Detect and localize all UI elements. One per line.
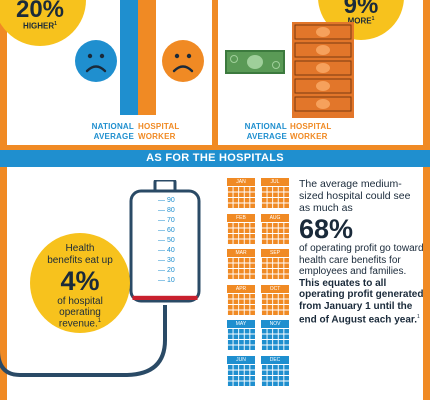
profit-middle: of operating profit go toward health car…: [299, 243, 424, 326]
money-bill-single-icon: [225, 50, 285, 74]
calendar-month-jun: JUN: [227, 355, 255, 386]
iv-tick: — 50: [158, 237, 175, 244]
iv-tick: — 70: [158, 217, 175, 224]
section-banner-title: AS FOR THE HOSPITALS: [146, 152, 284, 164]
calendar-month-feb: FEB: [227, 213, 255, 244]
health-value: 4%: [60, 266, 100, 296]
health-line3: of hospital: [57, 296, 103, 307]
iv-tick: — 80: [158, 207, 175, 214]
iv-tick: — 90: [158, 197, 175, 204]
more-value: 9%: [343, 0, 379, 19]
iv-bag: — 90 — 80 — 70 — 60 — 50 — 40 — 30 — 20 …: [128, 180, 202, 304]
calendar-day-grid: [261, 186, 289, 208]
calendar-month-label: SEP: [269, 250, 280, 256]
calendar-day-grid: [261, 292, 289, 315]
iv-tube-icon: [0, 260, 167, 377]
calendar-day-grid: [227, 257, 255, 279]
health-line1: Health: [65, 243, 95, 254]
calendar-month-sep: SEP: [261, 249, 289, 279]
health-benefits-circle: Health benefits eat up 4% of hospital op…: [30, 233, 130, 333]
calendar-day-grid: [227, 363, 255, 386]
top-right-label-b: HOSPITAL WORKER: [290, 122, 332, 141]
top-right-label-a: NATIONAL AVERAGE: [244, 122, 287, 141]
health-line5: revenue.1: [58, 318, 102, 330]
calendar-month-mar: MAR: [227, 249, 255, 279]
iv-tick-list: — 90 — 80 — 70 — 60 — 50 — 40 — 30 — 20 …: [158, 196, 198, 286]
iv-tick: — 60: [158, 227, 175, 234]
calendar-month-jul: JUL: [261, 178, 289, 208]
calendar-month-label: JUL: [270, 179, 280, 185]
calendar-day-grid: [261, 221, 289, 244]
more-caption: MORE1: [347, 16, 375, 26]
calendar-month-aug: AUG: [261, 213, 289, 244]
higher-value: 20%: [15, 0, 65, 23]
calendar-month-apr: APR: [227, 284, 255, 315]
iv-tick: — 30: [158, 257, 175, 264]
calendar-month-nov: NOV: [261, 320, 289, 350]
health-line2: benefits eat up: [47, 255, 113, 266]
calendar-day-grid: [261, 257, 289, 279]
profit-value: 68%: [299, 214, 354, 244]
calendar-day-grid: [227, 328, 255, 350]
calendar-month-jan: JAN: [227, 178, 255, 208]
profit-intro: The average medium-sized hospital could …: [299, 178, 411, 214]
national-average-bar: [120, 0, 138, 115]
calendar-day-grid: [227, 186, 255, 208]
calendar-month-label: NOV: [269, 321, 281, 327]
iv-tick: — 10: [158, 277, 175, 284]
health-line4: operating: [59, 307, 101, 318]
calendar-grid: JAN JUL FEB AUG MAR SEP APR OCT MAY NOV JUN DEC: [227, 178, 291, 390]
hospital-worker-bar: [138, 0, 156, 115]
higher-caption: HIGHER1: [23, 21, 57, 31]
iv-tick: — 40: [158, 247, 175, 254]
calendar-month-oct: OCT: [261, 284, 289, 315]
calendar-day-grid: [261, 328, 289, 350]
iv-tick: — 20: [158, 267, 175, 274]
calendar-month-label: MAR: [235, 250, 247, 256]
calendar-month-label: OCT: [269, 285, 281, 292]
iv-bag-icon: [129, 180, 201, 303]
calendar-month-label: DEC: [269, 356, 281, 363]
calendar-month-label: APR: [235, 285, 247, 292]
calendar-month-label: MAY: [235, 321, 247, 327]
calendar-month-dec: DEC: [261, 355, 289, 386]
calendar-month-label: FEB: [236, 214, 246, 221]
sad-face-orange-icon: [162, 40, 204, 82]
calendar-day-grid: [227, 221, 255, 244]
profit-text-block: The average medium-sized hospital could …: [299, 178, 424, 326]
money-stack-icon: [292, 22, 354, 118]
calendar-month-label: JUN: [236, 356, 246, 363]
sad-face-blue-icon: [75, 40, 117, 82]
calendar-month-label: AUG: [269, 214, 281, 221]
top-left-label-b: HOSPITAL WORKER: [138, 122, 180, 141]
profit-bold-end: This equates to all operating profit gen…: [299, 277, 424, 326]
calendar-month-label: JAN: [236, 179, 246, 185]
section-banner: AS FOR THE HOSPITALS: [0, 150, 430, 167]
calendar-day-grid: [227, 292, 255, 315]
calendar-day-grid: [261, 363, 289, 386]
calendar-month-may: MAY: [227, 320, 255, 350]
top-left-label-a: NATIONAL AVERAGE: [91, 122, 134, 141]
